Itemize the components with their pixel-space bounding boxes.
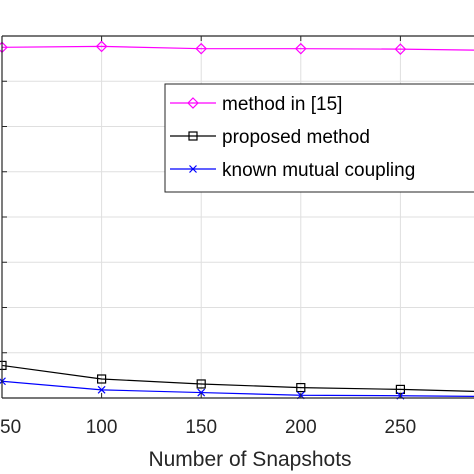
x-axis-title: Number of Snapshots (148, 448, 351, 471)
legend-item: known mutual coupling (170, 160, 415, 181)
x-tick-label: 100 (86, 417, 118, 438)
square-marker (296, 382, 306, 393)
x-marker (97, 385, 106, 394)
legend-label: known mutual coupling (222, 160, 415, 181)
series-0 (0, 40, 474, 55)
legend-item: proposed method (170, 127, 370, 148)
series-line (1, 45, 474, 51)
x-tick-label: 50 (0, 417, 21, 438)
series-layer (0, 40, 474, 400)
legend-item: method in [15] (170, 94, 342, 115)
square-marker (96, 374, 107, 384)
x-marker (197, 388, 206, 397)
x-marker (189, 165, 197, 173)
legend: method in [15] proposed method known mutua… (164, 83, 474, 193)
legend-label: proposed method (222, 127, 370, 148)
legend-box (164, 83, 474, 193)
diamond-marker (294, 42, 307, 55)
x-tick-label: 200 (285, 417, 317, 438)
x-marker-stroke (197, 388, 206, 397)
x-tick-label: 150 (185, 417, 217, 438)
diamond-marker (394, 43, 407, 55)
x-tick-label: 250 (385, 417, 417, 438)
plot-frame (1, 35, 474, 399)
diamond-marker (195, 42, 208, 55)
x-marker-stroke (97, 385, 106, 394)
square-marker (196, 379, 206, 389)
series-1 (0, 360, 474, 395)
x-marker-stroke (189, 165, 197, 173)
square-marker (188, 131, 198, 141)
x-tick-labels: 50 100 150 200 250 (0, 417, 416, 438)
diamond-marker (187, 97, 199, 109)
legend-label: method in [15] (222, 94, 342, 115)
diamond-marker (95, 40, 108, 53)
series-line (1, 380, 474, 398)
series-line (1, 364, 474, 393)
